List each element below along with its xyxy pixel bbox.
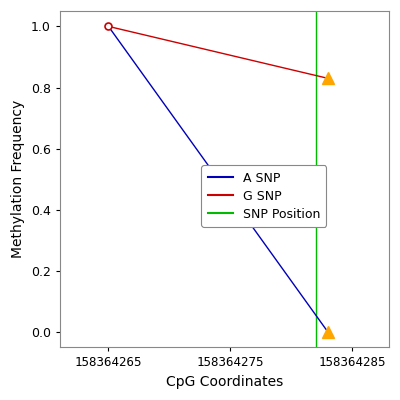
Y-axis label: Methylation Frequency: Methylation Frequency [11,100,25,258]
Legend: A SNP, G SNP, SNP Position: A SNP, G SNP, SNP Position [201,165,326,227]
X-axis label: CpG Coordinates: CpG Coordinates [166,375,283,389]
